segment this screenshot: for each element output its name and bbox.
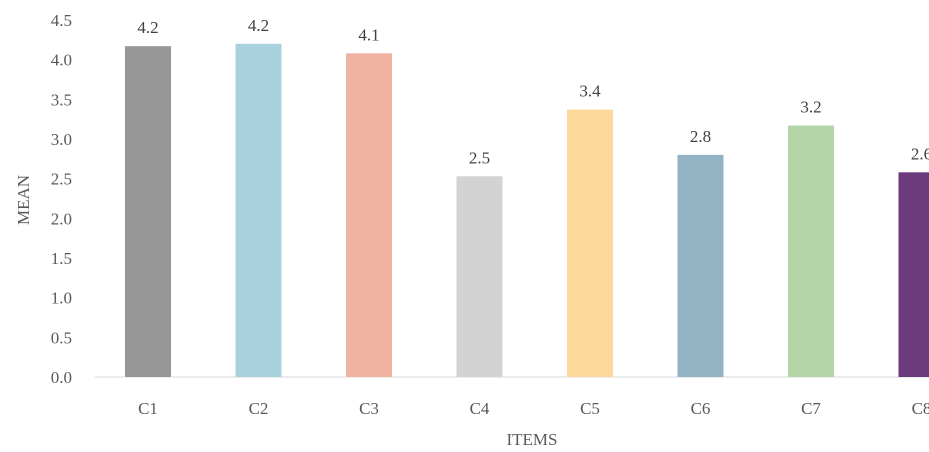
x-tick-label-c4: C4 xyxy=(470,399,490,418)
y-tick-label: 4.5 xyxy=(51,11,72,30)
y-axis-title: MEAN xyxy=(14,175,33,225)
data-label-c8: 2.6 xyxy=(911,144,929,163)
y-tick-label: 1.0 xyxy=(51,289,72,308)
x-tick-label-c8: C8 xyxy=(912,399,929,418)
y-tick-label: 3.5 xyxy=(51,90,72,109)
bar-c7 xyxy=(788,125,834,377)
data-label-c6: 2.8 xyxy=(690,127,711,146)
x-tick-label-c1: C1 xyxy=(138,399,158,418)
bar-c4 xyxy=(456,176,503,377)
y-axis-ticks: 0.0 0.5 1.0 1.5 2.0 2.5 3.0 3.5 4.0 4.5 xyxy=(51,11,72,387)
y-tick-label: 0.5 xyxy=(51,328,72,347)
y-tick-label: 2.0 xyxy=(51,209,72,228)
x-tick-label-c2: C2 xyxy=(249,399,269,418)
data-label-c7: 3.2 xyxy=(800,98,821,117)
bar-c1 xyxy=(125,46,171,378)
data-label-c3: 4.1 xyxy=(358,25,379,44)
x-axis-title: ITEMS xyxy=(507,430,558,449)
bar-c8 xyxy=(898,172,929,377)
data-label-c5: 3.4 xyxy=(579,82,601,101)
data-label-c2: 4.2 xyxy=(248,16,269,35)
data-labels: 4.2 4.2 4.1 2.5 3.4 2.8 3.2 2.6 xyxy=(137,16,929,167)
y-tick-label: 0.0 xyxy=(51,368,72,387)
data-label-c4: 2.5 xyxy=(469,148,490,167)
x-tick-label-c6: C6 xyxy=(691,399,711,418)
bar-c2 xyxy=(235,43,282,378)
bar-c3 xyxy=(346,53,392,377)
x-tick-label-c3: C3 xyxy=(359,399,379,418)
y-tick-label: 4.0 xyxy=(51,51,72,70)
y-tick-label: 2.5 xyxy=(51,170,72,189)
data-label-c1: 4.2 xyxy=(137,18,158,37)
bars xyxy=(125,43,929,378)
x-axis-ticks: C1 C2 C3 C4 C5 C6 C7 C8 xyxy=(138,399,929,418)
y-tick-label: 1.5 xyxy=(51,249,72,268)
y-tick-label: 3.0 xyxy=(51,130,72,149)
x-tick-label-c7: C7 xyxy=(801,399,821,418)
x-tick-label-c5: C5 xyxy=(580,399,600,418)
bar-c6 xyxy=(677,154,724,377)
bar-c5 xyxy=(567,109,613,377)
